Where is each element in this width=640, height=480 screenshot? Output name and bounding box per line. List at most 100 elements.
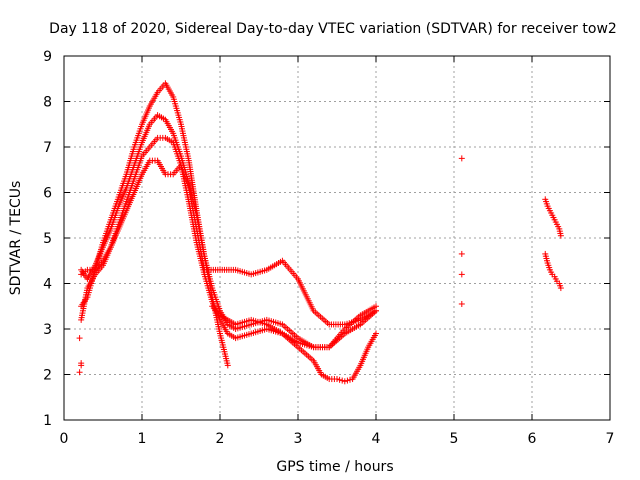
data-point <box>552 275 559 282</box>
x-tick-label: 6 <box>528 431 537 447</box>
data-point <box>122 209 129 216</box>
data-point <box>277 320 284 327</box>
data-point <box>130 178 137 185</box>
data-point <box>106 246 113 253</box>
data-point <box>193 223 200 230</box>
data-point <box>91 264 98 271</box>
data-point <box>230 266 237 273</box>
data-point <box>277 329 284 336</box>
data-point <box>185 182 192 189</box>
data-point <box>340 332 347 339</box>
marks-layer <box>76 80 564 385</box>
data-point <box>552 219 559 226</box>
data-point <box>130 146 137 153</box>
data-point <box>557 230 564 237</box>
data-point <box>91 273 98 280</box>
data-point <box>138 123 145 130</box>
data-point <box>355 322 362 329</box>
data-point <box>89 266 96 273</box>
data-point <box>245 331 252 338</box>
y-tick-label: 6 <box>43 186 52 202</box>
x-tick-label: 4 <box>372 431 381 447</box>
data-point <box>138 155 145 162</box>
data-point <box>308 356 315 363</box>
data-point <box>76 369 83 376</box>
data-point <box>216 328 223 335</box>
data-point <box>545 205 552 212</box>
data-point <box>546 264 553 271</box>
data-point <box>356 364 363 371</box>
data-point <box>98 259 105 266</box>
data-point <box>222 315 229 322</box>
data-point <box>169 92 176 98</box>
data-point <box>347 376 353 383</box>
data-point <box>114 196 121 203</box>
y-axis-title: SDTVAR / TECUs <box>8 181 24 296</box>
data-point <box>548 269 555 276</box>
y-tick-label: 5 <box>43 231 52 247</box>
data-point <box>82 268 89 275</box>
data-point <box>161 169 168 176</box>
data-point <box>106 227 113 234</box>
data-point <box>317 369 324 376</box>
data-point <box>339 321 346 328</box>
data-point <box>458 155 465 162</box>
y-tick-label: 7 <box>43 140 52 156</box>
data-point <box>130 191 137 198</box>
data-point <box>341 378 348 385</box>
y-tick-label: 1 <box>43 413 52 429</box>
data-point <box>277 258 284 265</box>
data-point <box>215 310 222 317</box>
data-point <box>83 287 90 294</box>
data-point <box>324 374 331 381</box>
data-point <box>153 91 160 98</box>
x-tick-label: 2 <box>216 431 225 447</box>
y-tick-label: 8 <box>43 95 52 111</box>
data-point <box>543 200 550 207</box>
data-point <box>160 115 167 122</box>
data-point <box>223 319 230 326</box>
data-point <box>224 360 231 367</box>
data-point <box>308 343 315 350</box>
data-point <box>177 118 184 125</box>
data-point <box>371 308 378 315</box>
data-point <box>78 360 85 367</box>
data-point <box>99 246 106 253</box>
data-point <box>544 257 551 264</box>
data-point <box>138 141 145 148</box>
data-point <box>324 319 331 326</box>
data-point <box>364 346 371 353</box>
data-point <box>458 300 465 307</box>
grid-layer <box>64 56 610 420</box>
data-point <box>371 332 378 339</box>
y-tick-label: 2 <box>43 368 52 384</box>
data-point <box>261 320 268 327</box>
data-point <box>169 128 176 135</box>
data-point <box>336 376 343 383</box>
data-point <box>114 205 121 212</box>
data-point <box>339 377 346 384</box>
plot-frame <box>63 55 611 421</box>
data-point <box>323 344 330 351</box>
data-point <box>208 296 215 303</box>
data-point <box>548 209 555 216</box>
data-point <box>344 377 351 384</box>
chart-title: Day 118 of 2020, Sidereal Day-to-day VTE… <box>49 21 617 37</box>
y-tick-label: 4 <box>43 277 52 293</box>
data-point <box>458 271 465 278</box>
x-tick-label: 1 <box>138 431 147 447</box>
x-tick-label: 5 <box>450 431 459 447</box>
data-point <box>153 113 160 120</box>
data-point <box>216 305 223 312</box>
data-point <box>145 159 152 166</box>
data-point <box>159 134 166 141</box>
data-point <box>293 342 300 349</box>
data-point <box>331 376 338 383</box>
data-point <box>223 328 230 335</box>
data-point <box>458 250 465 257</box>
data-point <box>293 274 300 281</box>
data-point <box>557 282 564 289</box>
data-point <box>138 173 145 180</box>
